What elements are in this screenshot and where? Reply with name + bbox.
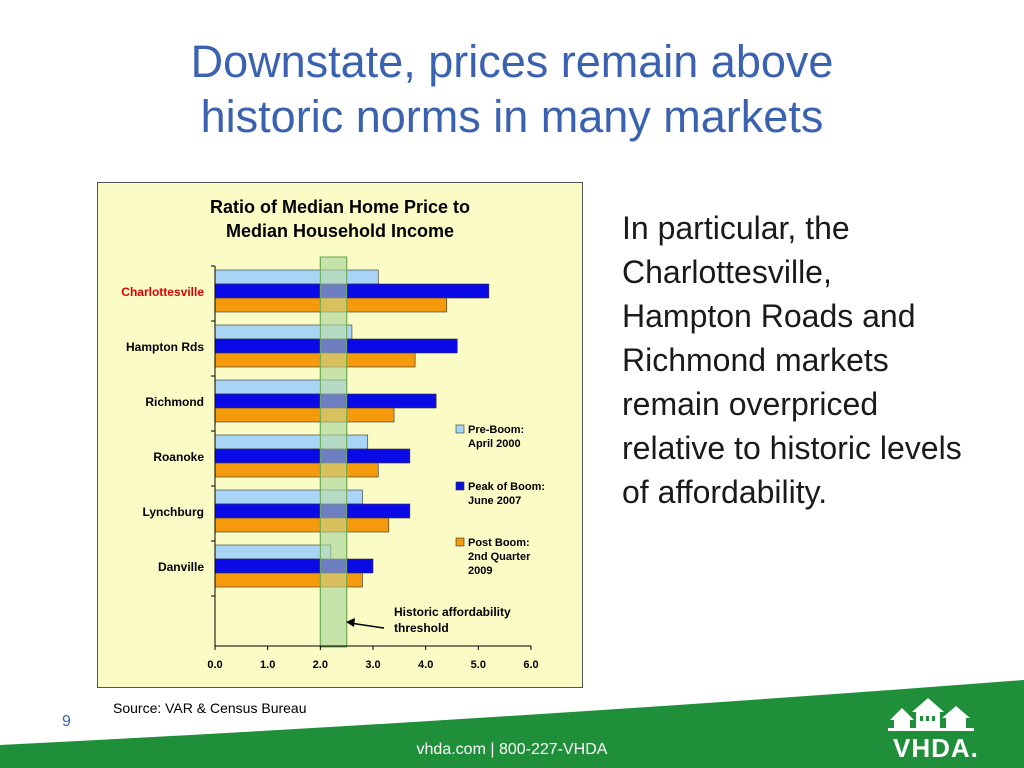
footer-contact: vhda.com | 800-227-VHDA — [416, 741, 608, 758]
legend-swatch — [455, 424, 465, 434]
source-note: Source: VAR & Census Bureau — [113, 700, 307, 716]
bar-richmond-s2 — [214, 407, 395, 423]
legend-label: Peak of Boom: — [468, 481, 545, 493]
footer-band — [0, 680, 1024, 768]
legend-label: Pre-Boom: — [468, 424, 524, 436]
bar-roanoke-s1 — [214, 448, 411, 464]
annotation-label: Historic affordability — [394, 605, 511, 619]
x-tick-label: 1.0 — [260, 659, 275, 671]
bar-danville-s0 — [214, 544, 332, 560]
bar-charlottesville-s0 — [214, 269, 379, 285]
bar-chart: Charlottesville Hampton Rds Richmond Roanok… — [121, 256, 545, 671]
bullet-paragraph: In particular, the Charlottesville, Hamp… — [622, 210, 962, 510]
x-tick-label: 4.0 — [418, 659, 433, 671]
legend-label: 2009 — [468, 565, 492, 577]
slide-title: Downstate, prices remain above historic … — [0, 34, 1024, 144]
chart-title-line-1: Ratio of Median Home Price to — [209, 197, 471, 217]
bar-danville-s1 — [214, 558, 374, 574]
category-label: Roanoke — [153, 450, 204, 464]
annotation-label: threshold — [394, 621, 449, 635]
legend-label: 2nd Quarter — [468, 551, 531, 563]
legend-swatch — [455, 537, 465, 547]
category-label: Danville — [158, 560, 204, 574]
x-tick-label: 2.0 — [313, 659, 328, 671]
category-label: Lynchburg — [142, 505, 204, 519]
legend-label: April 2000 — [468, 438, 521, 450]
chart-title: Ratio of Median Home Price to Median Hou… — [98, 195, 582, 243]
category-label: Hampton Rds — [126, 340, 204, 354]
legend-label: June 2007 — [468, 495, 521, 507]
threshold-overlay — [319, 256, 348, 648]
category-label: Richmond — [145, 395, 204, 409]
bar-lynchburg-s2 — [214, 517, 390, 533]
slide-number: 9 — [62, 713, 71, 730]
vhda-logo-text: VHDA. — [893, 733, 979, 763]
x-tick-label: 5.0 — [471, 659, 486, 671]
bar-lynchburg-s1 — [214, 503, 411, 519]
x-tick-label: 6.0 — [523, 659, 538, 671]
annotation-arrowhead — [346, 618, 355, 627]
title-line-2: historic norms in many markets — [200, 91, 824, 142]
bar-hampton-rds-s2 — [214, 352, 416, 368]
bar-roanoke-s2 — [214, 462, 379, 478]
bar-charlottesville-s1 — [214, 283, 490, 299]
chart-panel: Ratio of Median Home Price to Median Hou… — [97, 182, 583, 688]
category-label: Charlottesville — [121, 285, 204, 299]
vhda-logo-icon — [888, 698, 974, 731]
chart-title-line-2: Median Household Income — [225, 221, 455, 241]
title-line-1: Downstate, prices remain above — [190, 36, 834, 87]
annotation-arrow — [349, 622, 385, 629]
legend-swatch — [455, 481, 465, 491]
legend-label: Post Boom: — [468, 537, 530, 549]
x-tick-label: 3.0 — [365, 659, 380, 671]
x-tick-label: 0.0 — [207, 659, 222, 671]
